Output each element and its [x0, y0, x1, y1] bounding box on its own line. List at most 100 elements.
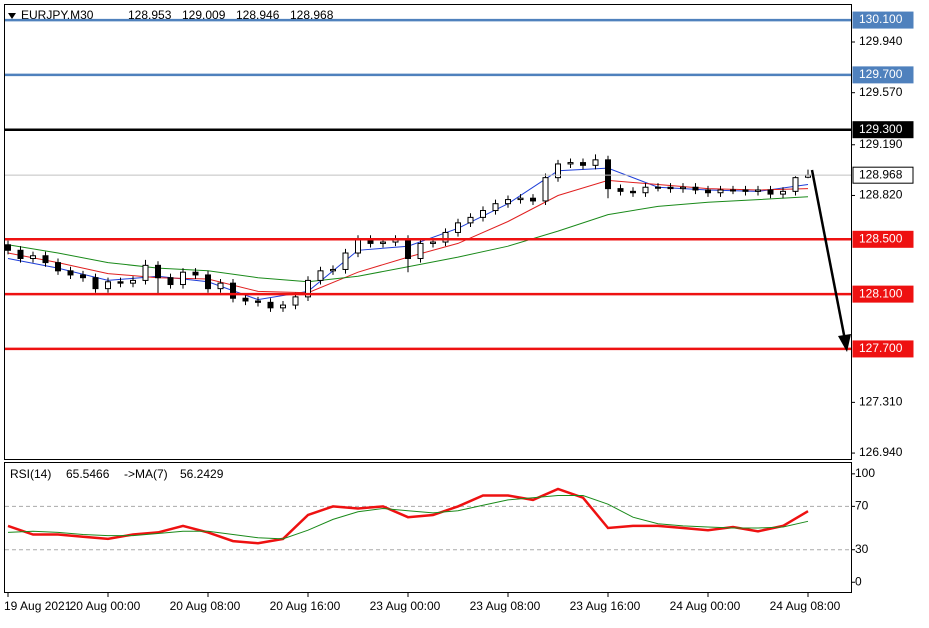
marks-layer — [5, 154, 811, 545]
candle-body — [467, 216, 474, 224]
candle-body — [317, 270, 324, 281]
x-tick-label: 20 Aug 08:00 — [170, 599, 241, 613]
candle-body — [480, 210, 486, 218]
indicator-value: 65.5466 — [66, 467, 110, 481]
candle-body — [492, 203, 499, 212]
y-tick-label: 30 — [855, 542, 869, 556]
candle-body — [755, 189, 761, 192]
candle-body — [180, 271, 186, 286]
indicator-ma-title: ->MA(7) — [124, 467, 168, 481]
candle-body — [417, 242, 424, 259]
levels-layer: 130.100 129.700 129.300 128.968 128.500 128.1… — [5, 11, 914, 358]
indicator-line — [7, 487, 809, 545]
x-tick-label: 23 Aug 16:00 — [570, 599, 641, 613]
grid-layer — [5, 41, 855, 597]
x-tick-label: 24 Aug 08:00 — [770, 599, 841, 613]
candle-body — [742, 189, 749, 192]
candle-body — [67, 270, 74, 276]
candle-body — [117, 281, 124, 284]
indicator-title: RSI(14) — [10, 467, 51, 481]
candle-body — [542, 177, 549, 202]
price-panel — [4, 4, 852, 460]
candle-body — [30, 255, 36, 259]
x-tick-label: 20 Aug 00:00 — [70, 599, 141, 613]
candle-body — [442, 231, 449, 243]
ohlc-value: 129.009 — [182, 8, 226, 22]
candle-body — [330, 268, 336, 272]
candle-body — [730, 189, 736, 192]
candle-body — [292, 296, 299, 306]
candle-body — [55, 262, 61, 272]
candle-body — [455, 222, 461, 233]
candle-body — [155, 264, 161, 279]
candle-body — [580, 162, 586, 166]
level-label: 129.300 — [859, 122, 903, 136]
level-label: 128.100 — [859, 286, 903, 300]
y-tick-label: 129.940 — [859, 34, 903, 48]
candle-body — [242, 297, 249, 302]
candle-body — [705, 189, 711, 194]
level-label: 129.700 — [859, 67, 903, 81]
y-tick-label: 100 — [855, 466, 875, 480]
candle-body — [592, 159, 599, 166]
candle-body — [217, 282, 224, 290]
candle-body — [205, 274, 211, 290]
x-tick-label: 23 Aug 00:00 — [370, 599, 441, 613]
level-label-box — [852, 285, 914, 303]
x-tick-label: 23 Aug 08:00 — [470, 599, 541, 613]
level-label: 130.100 — [859, 12, 903, 26]
x-tick-label: 24 Aug 00:00 — [670, 599, 741, 613]
x-tick-label: 20 Aug 16:00 — [270, 599, 341, 613]
level-label: 128.968 — [859, 167, 903, 181]
candle-body — [130, 279, 136, 284]
y-tick-label: 129.190 — [859, 137, 903, 151]
candle-body — [642, 186, 649, 194]
forecast-arrow — [810, 169, 847, 341]
candle-body — [80, 274, 86, 279]
candle-body — [342, 252, 349, 270]
y-tick-label: 129.570 — [859, 85, 903, 99]
candle-body — [430, 241, 436, 244]
candle-body — [555, 163, 561, 179]
indicator-line — [7, 495, 809, 540]
candle-body — [92, 277, 99, 290]
ohlc-value: 128.968 — [290, 8, 334, 22]
candle-body — [105, 281, 111, 290]
candle-body — [280, 304, 286, 309]
symbol-title: EURJPY,M30 — [21, 8, 94, 22]
candle-body — [267, 301, 274, 309]
candle-body — [380, 241, 386, 244]
level-label: 127.700 — [859, 341, 903, 355]
level-label-box — [852, 340, 914, 358]
x-tick-label: 19 Aug 2021 — [4, 599, 72, 613]
y-tick-label: 70 — [855, 499, 869, 513]
candle-body — [792, 177, 799, 192]
y-tick-label: 127.310 — [859, 395, 903, 409]
candle-body — [680, 186, 686, 190]
level-label-box — [852, 166, 914, 184]
y-tick-label: 0 — [855, 574, 862, 588]
candle-body — [667, 186, 674, 190]
candle-body — [767, 189, 774, 195]
candle-body — [505, 199, 511, 205]
ohlc-value: 128.953 — [128, 8, 172, 22]
candle-body — [230, 282, 236, 299]
candle-body — [5, 244, 11, 251]
ohlc-value: 128.946 — [236, 8, 280, 22]
candle-body — [305, 279, 311, 298]
candle-body — [517, 197, 524, 201]
candle-body — [17, 249, 24, 259]
candle-body — [780, 190, 786, 195]
candle-body — [42, 255, 49, 264]
menu-arrow[interactable] — [8, 13, 16, 19]
candle-body — [405, 238, 411, 259]
candle-body — [142, 264, 149, 281]
level-label-box — [852, 66, 914, 84]
candle-body — [255, 300, 261, 303]
text-layer: 128.953 129.009 128.946 128.968 129.940 129.5… — [4, 8, 903, 613]
candle-body — [717, 189, 724, 194]
candle-body — [530, 197, 536, 202]
forecast-arrowhead — [838, 334, 851, 352]
